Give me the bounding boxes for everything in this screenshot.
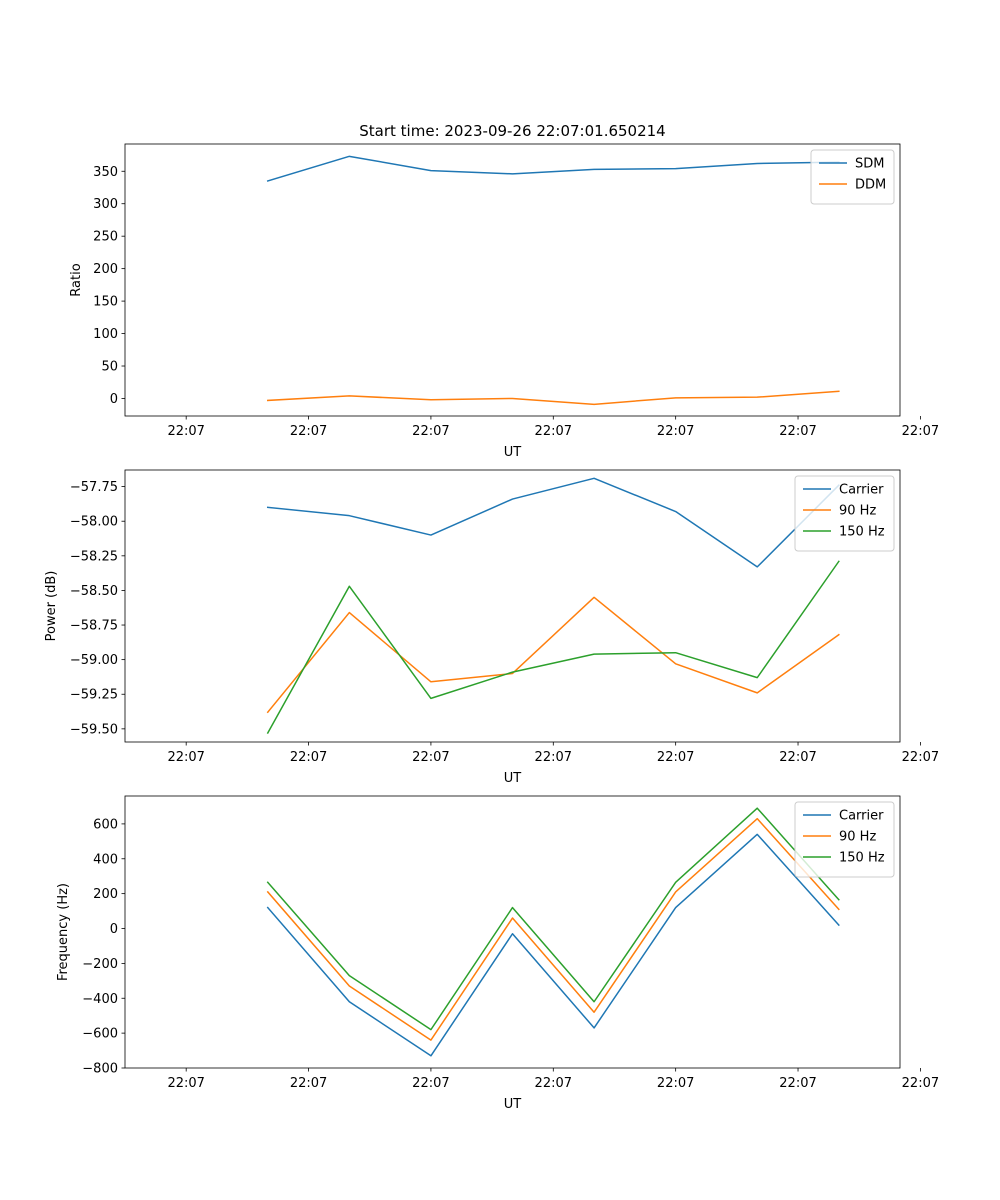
frequency-y-tick-label: −400 bbox=[82, 992, 118, 1007]
frequency-x-tick-label: 22:07 bbox=[290, 1076, 327, 1091]
power-x-axis-label: UT bbox=[504, 771, 522, 786]
ratio-y-tick-label: 250 bbox=[93, 230, 118, 245]
frequency-series-carrier-line bbox=[266, 833, 840, 1057]
power-panel: 22:07 22:07 22:07 22:07 22:07 22:07 22:07 −59.5… bbox=[44, 469, 939, 786]
frequency-panel: 22:07 22:07 22:07 22:07 22:07 22:07 22:07 −800 −… bbox=[56, 795, 939, 1112]
power-x-tick-label: 22:07 bbox=[290, 750, 327, 765]
ratio-y-tick-label: 100 bbox=[93, 327, 118, 342]
ratio-y-axis-label: Ratio bbox=[69, 263, 84, 296]
power-x-tick-label: 22:07 bbox=[902, 750, 939, 765]
frequency-y-tick-label: 200 bbox=[93, 887, 118, 902]
frequency-y-tick-label: 600 bbox=[93, 817, 118, 832]
frequency-x-tick-label: 22:07 bbox=[779, 1076, 816, 1091]
frequency-legend-label-150-hz: 150 Hz bbox=[839, 851, 885, 866]
ratio-series-sdm-line bbox=[266, 155, 840, 182]
ratio-y-tick-label: 150 bbox=[93, 295, 118, 310]
frequency-legend-label-carrier: Carrier bbox=[839, 809, 884, 824]
ratio-series-ddm-line bbox=[266, 390, 840, 406]
frequency-x-tick-label: 22:07 bbox=[902, 1076, 939, 1091]
power-x-tick-label: 22:07 bbox=[167, 750, 204, 765]
power-legend-label-90-hz: 90 Hz bbox=[839, 504, 876, 519]
frequency-legend-label-90-hz: 90 Hz bbox=[839, 830, 876, 845]
power-legend-label-150-hz: 150 Hz bbox=[839, 525, 885, 540]
ratio-x-tick-label: 22:07 bbox=[535, 424, 572, 439]
power-y-tick-label: −58.25 bbox=[70, 549, 118, 564]
frequency-y-tick-label: −600 bbox=[82, 1027, 118, 1042]
power-y-tick-label: −58.50 bbox=[70, 584, 118, 599]
power-series-carrier-line bbox=[266, 477, 840, 568]
frequency-series-90-hz-line bbox=[266, 817, 840, 1041]
frequency-legend bbox=[794, 801, 895, 878]
power-y-tick-label: −59.25 bbox=[70, 688, 118, 703]
ratio-y-tick-label: 200 bbox=[93, 262, 118, 277]
frequency-series-150-hz-line bbox=[266, 807, 840, 1031]
frequency-x-tick-label: 22:07 bbox=[535, 1076, 572, 1091]
power-y-tick-label: −59.00 bbox=[70, 653, 118, 668]
power-legend-label-carrier: Carrier bbox=[839, 483, 884, 498]
power-y-tick-label: −58.75 bbox=[70, 619, 118, 634]
power-x-tick-label: 22:07 bbox=[779, 750, 816, 765]
power-x-tick-label: 22:07 bbox=[657, 750, 694, 765]
power-series-90-hz-line bbox=[266, 596, 840, 714]
ratio-x-axis-label: UT bbox=[504, 445, 522, 460]
frequency-y-tick-label: 400 bbox=[93, 852, 118, 867]
frequency-x-tick-label: 22:07 bbox=[657, 1076, 694, 1091]
frequency-y-tick-label: 0 bbox=[110, 922, 118, 937]
ratio-x-tick-label: 22:07 bbox=[657, 424, 694, 439]
figure-title: Start time: 2023-09-26 22:07:01.650214 bbox=[359, 122, 665, 140]
ratio-axes-frame bbox=[124, 143, 901, 417]
ratio-legend-label-ddm: DDM bbox=[855, 178, 886, 193]
power-y-tick-label: −59.50 bbox=[70, 722, 118, 737]
ratio-legend-label-sdm: SDM bbox=[855, 157, 884, 172]
frequency-axes-frame bbox=[124, 795, 901, 1069]
power-axes-frame bbox=[124, 469, 901, 743]
frequency-x-axis-label: UT bbox=[504, 1097, 522, 1112]
power-y-axis-label: Power (dB) bbox=[44, 571, 59, 642]
frequency-x-tick-label: 22:07 bbox=[167, 1076, 204, 1091]
ratio-y-tick-label: 300 bbox=[93, 197, 118, 212]
power-series-150-hz-line bbox=[266, 560, 840, 735]
power-legend bbox=[794, 475, 895, 552]
power-y-tick-label: −58.00 bbox=[70, 515, 118, 530]
frequency-y-tick-label: −800 bbox=[82, 1062, 118, 1077]
frequency-y-axis-label: Frequency (Hz) bbox=[56, 883, 71, 981]
ratio-y-tick-label: 350 bbox=[93, 165, 118, 180]
ratio-y-tick-label: 50 bbox=[101, 360, 118, 375]
power-x-tick-label: 22:07 bbox=[412, 750, 449, 765]
ratio-x-tick-label: 22:07 bbox=[167, 424, 204, 439]
frequency-y-tick-label: −200 bbox=[82, 957, 118, 972]
ratio-x-tick-label: 22:07 bbox=[412, 424, 449, 439]
frequency-x-tick-label: 22:07 bbox=[412, 1076, 449, 1091]
power-x-tick-label: 22:07 bbox=[535, 750, 572, 765]
ratio-panel: 22:07 22:07 22:07 22:07 22:07 22:07 22:07 0 50 10… bbox=[69, 143, 939, 460]
ratio-x-tick-label: 22:07 bbox=[290, 424, 327, 439]
ratio-y-tick-label: 0 bbox=[110, 392, 118, 407]
ratio-x-tick-label: 22:07 bbox=[779, 424, 816, 439]
power-y-tick-label: −57.75 bbox=[70, 480, 118, 495]
ratio-x-tick-label: 22:07 bbox=[902, 424, 939, 439]
